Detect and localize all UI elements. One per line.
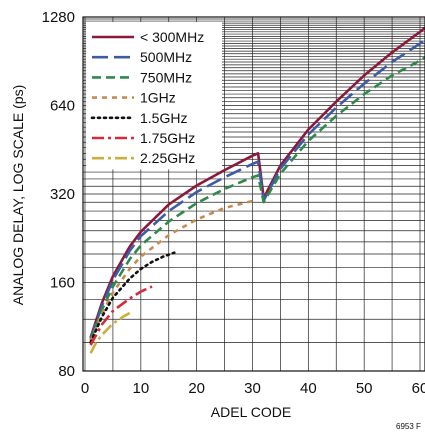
- legend-label-6: 2.25GHz: [140, 150, 195, 166]
- series-line-5: [89, 285, 153, 346]
- series-lines: [89, 26, 425, 354]
- series-line-2: [89, 55, 425, 341]
- y-tick-label-0: 80: [58, 363, 75, 380]
- series-line-1: [89, 38, 425, 340]
- x-tick-label-3: 30: [244, 380, 261, 397]
- x-axis-label: ADEL CODE: [211, 404, 291, 420]
- legend: < 300MHz 500MHz 750MHz 1GHz 1.5GHz 1.75GHz 2.2…: [90, 29, 204, 166]
- y-tick-label-3: 640: [50, 98, 75, 115]
- y-tick-label-2: 320: [50, 186, 75, 203]
- series-line-4: [89, 251, 176, 344]
- y-tick-label-4: 1280: [42, 9, 75, 26]
- x-tick-label-5: 50: [356, 380, 373, 397]
- x-tick-label-2: 20: [188, 380, 205, 397]
- x-tick-label-0: 0: [81, 380, 89, 397]
- x-tick-label-6: 60: [412, 380, 425, 397]
- legend-label-1: 500MHz: [140, 49, 192, 65]
- y-tick-label-1: 160: [50, 275, 75, 292]
- plot-frame: [82, 16, 425, 372]
- legend-label-3: 1GHz: [140, 90, 176, 106]
- legend-label-4: 1.5GHz: [140, 110, 187, 126]
- y-axis-label: ANALOG DELAY, LOG SCALE (ps): [10, 85, 26, 305]
- x-tick-label-1: 10: [132, 380, 149, 397]
- legend-label-0: < 300MHz: [140, 29, 204, 45]
- tick-labels: 0 10 20 30 40 50 60 80 160 320 640 1280: [42, 9, 425, 397]
- figure-id: 6953 F: [396, 422, 421, 431]
- x-tick-label-4: 40: [300, 380, 317, 397]
- legend-label-2: 750MHz: [140, 69, 192, 85]
- legend-label-5: 1.75GHz: [140, 130, 195, 146]
- series-line-0: [89, 26, 425, 338]
- legend-box: [86, 22, 222, 170]
- series-line-6: [89, 311, 131, 354]
